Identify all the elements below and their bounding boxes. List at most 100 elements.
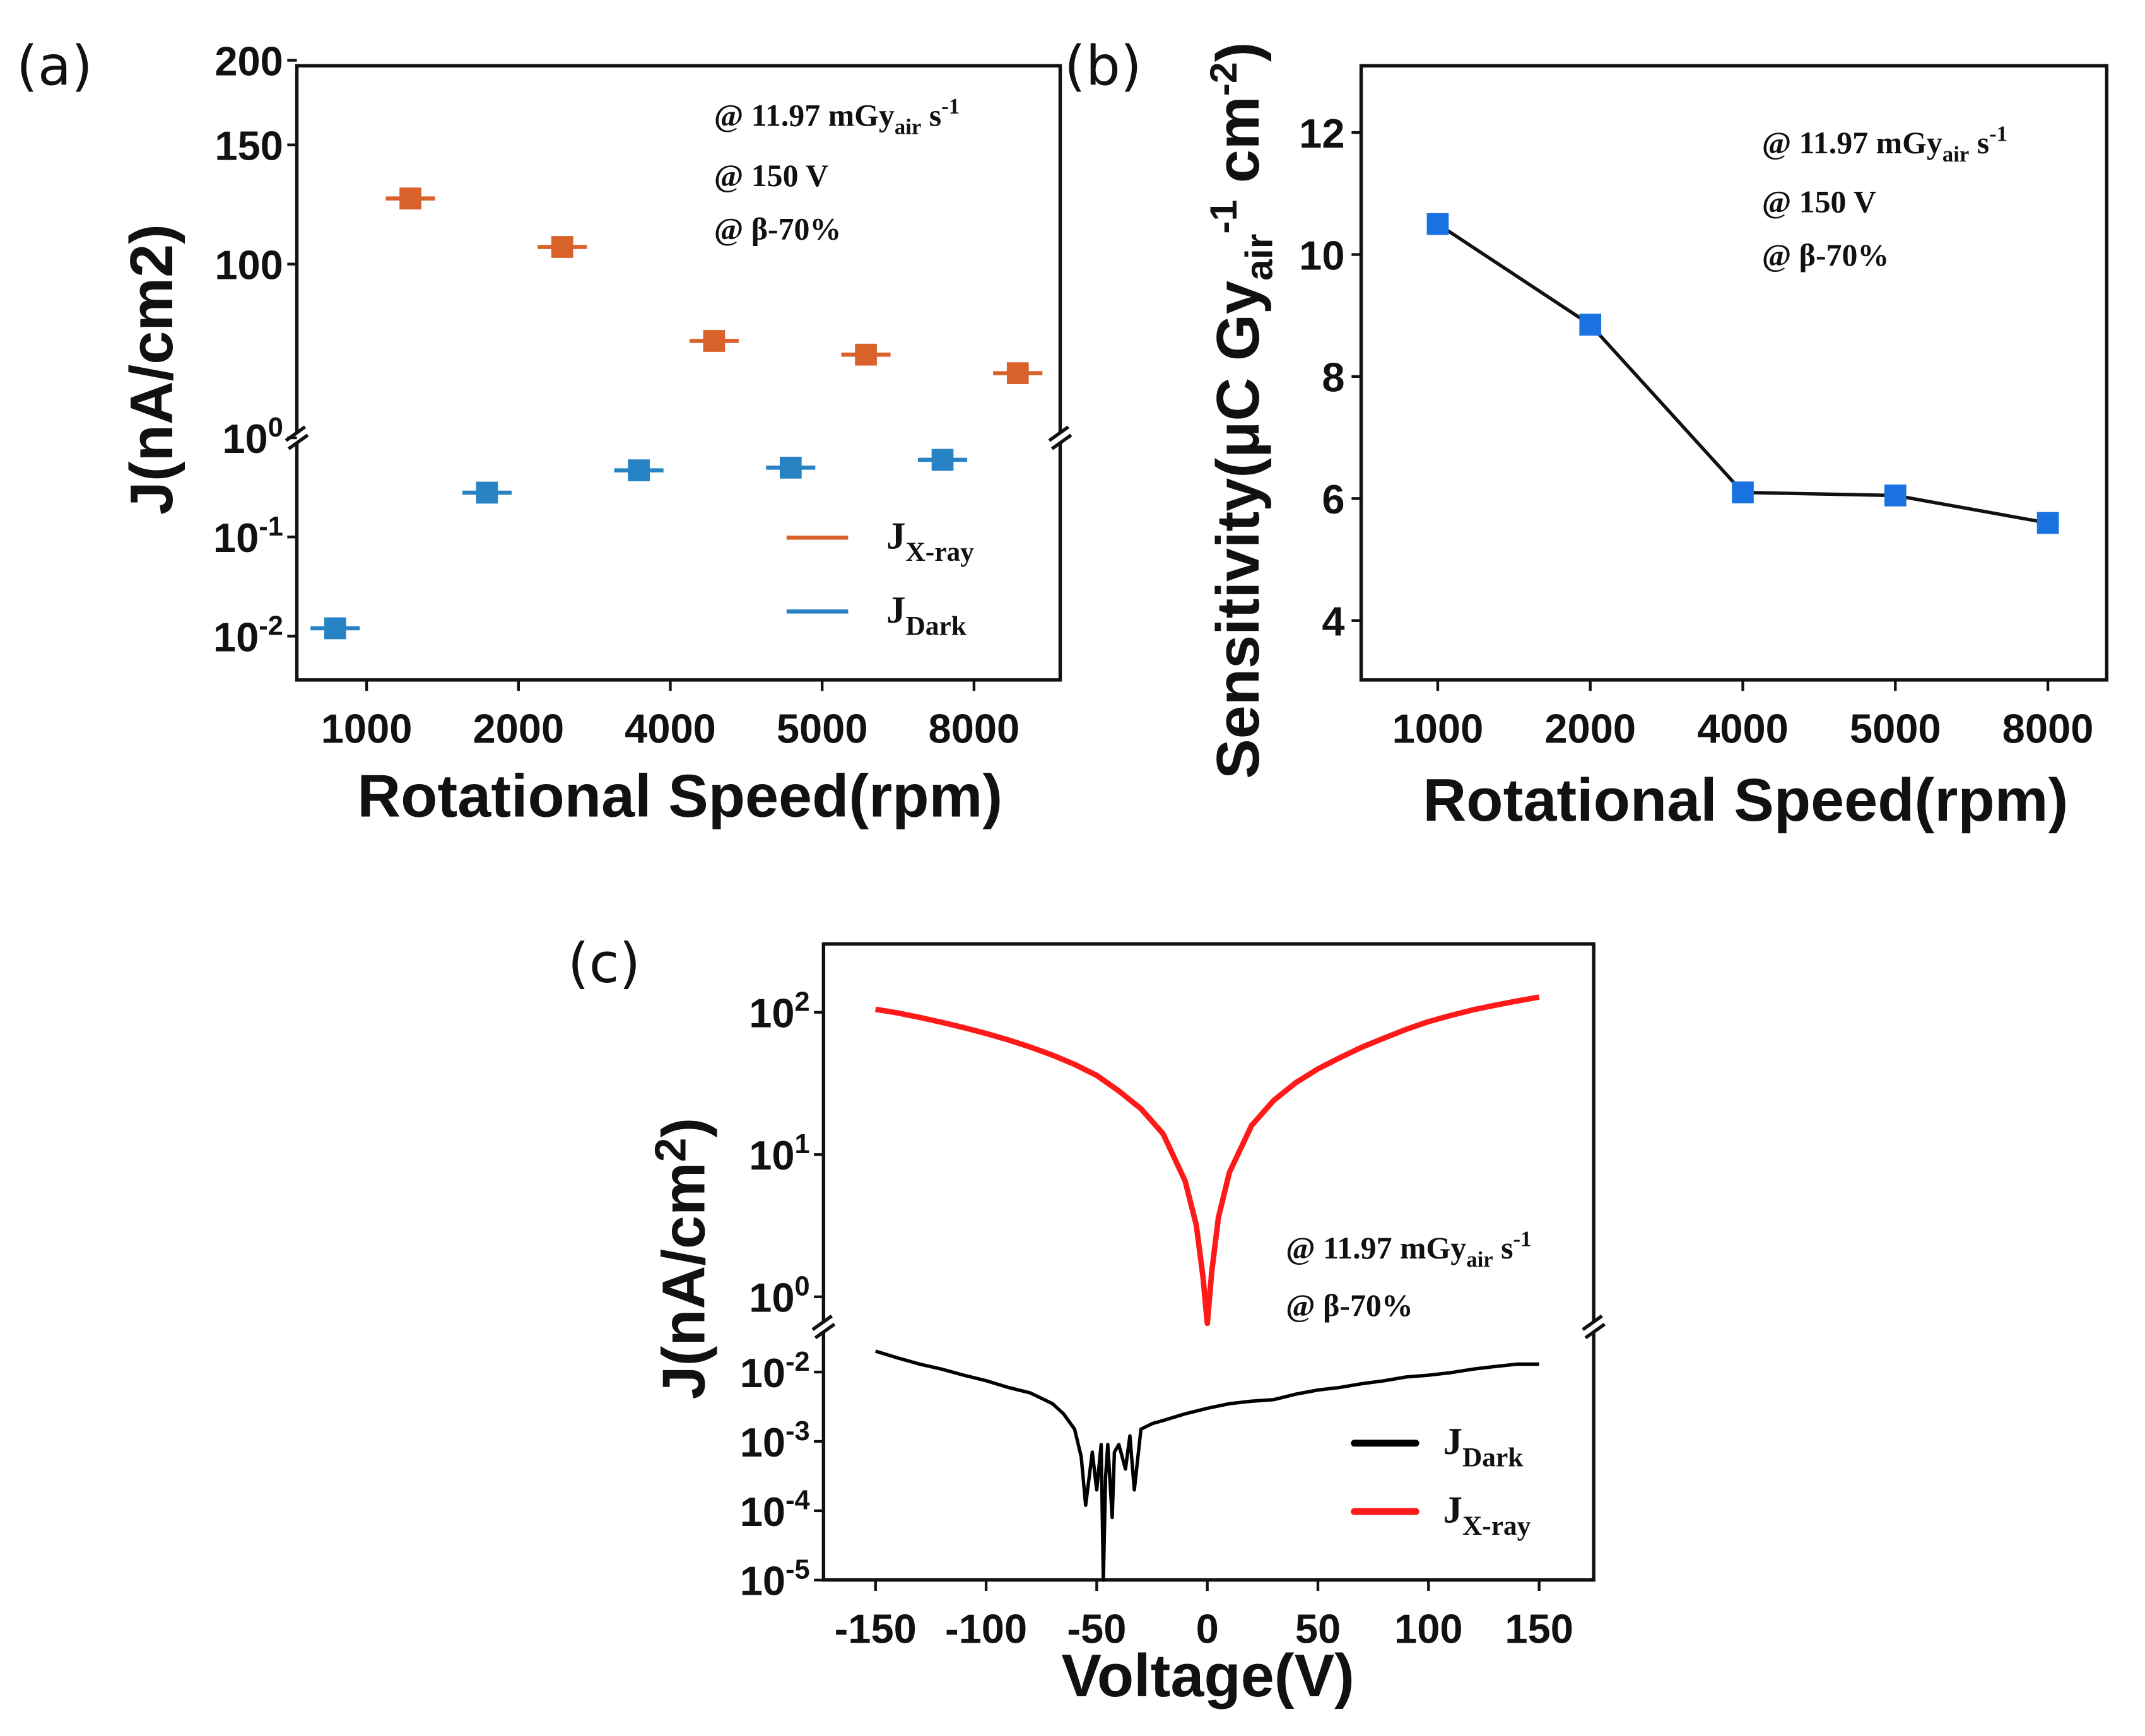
data-point — [2036, 512, 2059, 534]
annotation: @ β-70% — [714, 212, 841, 247]
data-point-dark — [310, 617, 360, 640]
panel-label: (c) — [568, 932, 640, 995]
annotation-text: @ 11.97 mGy — [1286, 1231, 1466, 1265]
annotation-text: @ 11.97 mGy — [1762, 126, 1942, 160]
annotation-sup: -1 — [941, 94, 960, 119]
y-tick-label: 101 — [749, 1129, 809, 1178]
tick-base: 10 — [749, 990, 794, 1036]
tick-base: 10 — [213, 614, 259, 660]
data-point-xray — [993, 362, 1043, 384]
y-tick-label: 102 — [749, 987, 809, 1036]
annotation: @ 11.97 mGyair s-1 — [1762, 122, 2007, 167]
annotation: @ β-70% — [1286, 1288, 1413, 1323]
annotation-text: @ β-70% — [714, 212, 841, 247]
y-tick-label: 4 — [1322, 599, 1344, 645]
plot-frame — [1359, 64, 2108, 682]
tick-exp: 2 — [795, 987, 810, 1018]
x-tick-label: 0 — [1196, 1605, 1219, 1651]
tick-base: 10 — [749, 1132, 794, 1178]
annotation: @ β-70% — [1762, 238, 1889, 273]
legend-sub: X-ray — [905, 537, 974, 567]
panel-c: (c)-150 -100 -50 0 50 100 15010210110010-210-3… — [568, 932, 1606, 1710]
legend-label: JDark — [886, 589, 967, 642]
panel-label: (b) — [1064, 35, 1142, 98]
plot-frame — [295, 64, 1062, 682]
annotation: @ 11.97 mGyair s-1 — [1286, 1227, 1531, 1272]
data-point — [1732, 481, 1754, 503]
y-tick-label: 10-2 — [740, 1347, 810, 1396]
annotation-text: s — [1493, 1231, 1513, 1265]
annotation-text: @ β-70% — [1762, 238, 1889, 273]
tick-exp: 0 — [268, 413, 283, 443]
data-point-xray — [841, 343, 891, 366]
y-tick-label: 100 — [222, 413, 283, 462]
annotation-text: s — [921, 98, 941, 133]
tick-exp: -2 — [785, 1347, 810, 1377]
y-tick-label: 6 — [1322, 476, 1344, 522]
legend-label: JX-ray — [886, 515, 974, 568]
tick-exp: -1 — [259, 512, 283, 542]
x-tick-label: 4000 — [1697, 706, 1789, 752]
tick-base: 10 — [740, 1419, 785, 1465]
y-axis-title: J(nA/cm2) — [119, 224, 185, 515]
marker — [628, 459, 650, 481]
tick-exp: -2 — [259, 611, 283, 641]
legend-label: JX-ray — [1443, 1489, 1531, 1542]
y-tick-label: 8 — [1322, 355, 1344, 401]
annotation-text: @ 150 V — [1762, 184, 1876, 219]
x-tick-label: -150 — [835, 1605, 917, 1651]
y-axis-title: Sensitivity(μC Gyair-1 cm-2) — [1202, 42, 1280, 779]
x-tick-label: -100 — [945, 1605, 1027, 1651]
data-point-dark — [917, 449, 968, 471]
annotation-text: @ 11.97 mGy — [714, 98, 895, 133]
annotation: @ 150 V — [1762, 184, 1876, 219]
data-point-xray — [689, 330, 739, 352]
x-tick-label: 1000 — [321, 706, 413, 752]
tick-exp: -5 — [785, 1555, 810, 1585]
legend-main: J — [886, 589, 905, 631]
tick-base: 10 — [213, 515, 259, 561]
x-tick-label: 5000 — [1850, 706, 1941, 752]
tick-exp: 1 — [795, 1129, 810, 1159]
tick-base: 10 — [740, 1558, 785, 1604]
legend-label: JDark — [1443, 1421, 1524, 1473]
x-tick-label: 1000 — [1392, 706, 1484, 752]
annotation-sup: -1 — [1513, 1227, 1532, 1252]
x-tick-label: 8000 — [929, 706, 1020, 752]
marker — [476, 481, 498, 504]
y-tick-label: 10-1 — [213, 512, 283, 561]
y-tick-label: 12 — [1299, 110, 1344, 156]
panel-a: (a)1000 2000 4000 5000 800020015010010010-11… — [16, 35, 1072, 830]
y-tick-label: 100 — [749, 1272, 809, 1321]
x-tick-label: 2000 — [1544, 706, 1636, 752]
tick-exp: -4 — [785, 1486, 810, 1516]
data-point — [1579, 314, 1602, 336]
axis-break-icon — [811, 1314, 836, 1340]
marker — [551, 236, 573, 258]
x-tick-label: 8000 — [2002, 706, 2094, 752]
tick-base: 10 — [749, 1275, 794, 1321]
data-point-dark — [462, 481, 512, 504]
x-axis-title: Rotational Speed(rpm) — [357, 763, 1002, 830]
y-tick-label: 10-4 — [740, 1486, 810, 1535]
annotation-sup: -1 — [1989, 122, 2007, 146]
dark-current-line — [874, 1349, 1539, 1582]
panel-label: (a) — [16, 35, 93, 98]
marker — [931, 449, 954, 471]
annotation-sub: air — [1942, 142, 1969, 167]
marker — [855, 343, 877, 366]
legend-sub: Dark — [1462, 1443, 1524, 1473]
tick-base: 10 — [222, 416, 267, 462]
axis-break-icon — [1048, 425, 1072, 450]
marker — [324, 617, 346, 640]
marker — [1006, 362, 1029, 384]
y-tick-label: 200 — [214, 38, 283, 84]
y-tick-label: 10 — [1299, 232, 1344, 278]
annotation: @ 11.97 mGyair s-1 — [714, 94, 960, 139]
tick-exp: 0 — [795, 1272, 810, 1302]
tick-exp: -3 — [785, 1416, 810, 1446]
x-axis-title: Voltage(V) — [1061, 1643, 1355, 1710]
y-tick-label: 100 — [214, 242, 283, 288]
x-tick-label: 50 — [1295, 1605, 1341, 1651]
x-tick-label: 100 — [1394, 1605, 1463, 1651]
